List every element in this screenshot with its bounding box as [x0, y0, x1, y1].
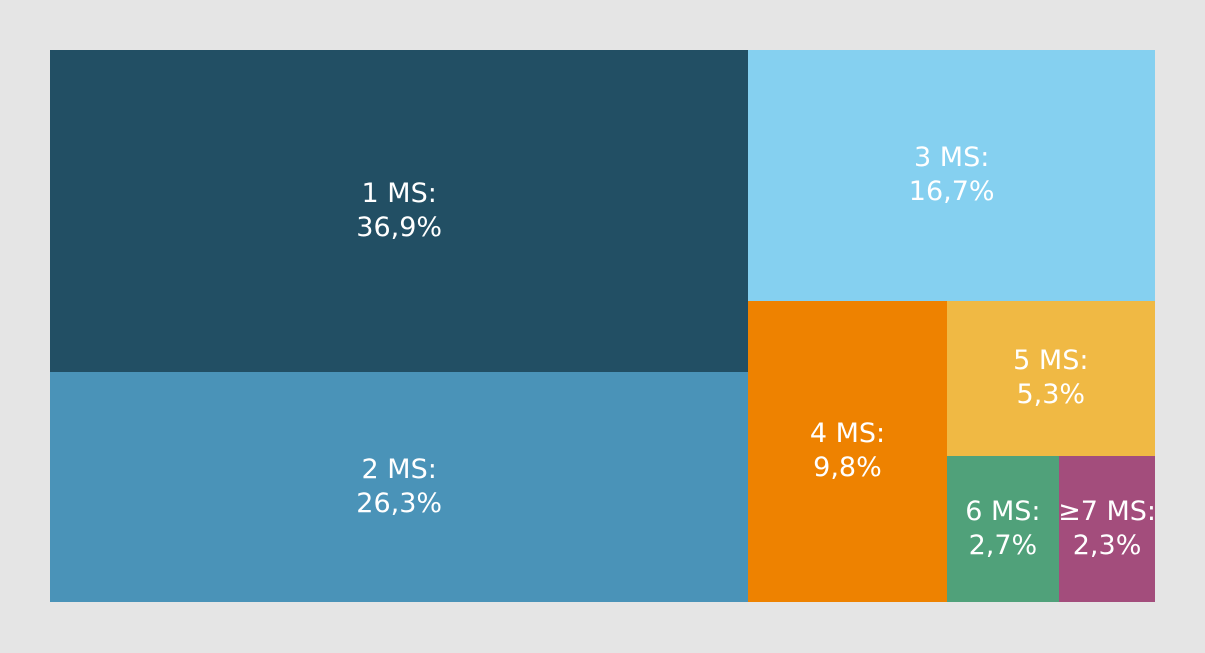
treemap-cell: 6 MS: 2,7%: [946, 455, 1060, 602]
cell-label: 2 MS:: [361, 454, 437, 486]
cell-label: 5 MS:: [1013, 345, 1089, 377]
cell-value: 26,3%: [356, 488, 443, 520]
treemap-cell: 3 MS: 16,7%: [748, 50, 1155, 301]
cell-value: 16,7%: [908, 176, 995, 208]
treemap-cell: 5 MS: 5,3%: [946, 300, 1155, 456]
treemap-cell: 2 MS: 26,3%: [50, 372, 749, 602]
cell-label: 3 MS:: [914, 142, 990, 174]
cell-value: 2,7%: [968, 529, 1038, 561]
cell-label: 1 MS:: [361, 178, 437, 210]
treemap-chart: 1 MS: 36,9% 2 MS: 26,3% 3 MS: 16,7% 4 MS: 9,8% 5…: [50, 50, 1157, 602]
cell-value: 5,3%: [1016, 379, 1086, 411]
treemap-cell: 1 MS: 36,9%: [50, 50, 749, 373]
cell-value: 9,8%: [813, 452, 882, 484]
cell-label: 4 MS:: [809, 418, 886, 450]
cell-value: 2,3%: [1072, 529, 1142, 561]
treemap-cell: ≥7 MS: 2,3%: [1058, 455, 1157, 602]
treemap-cell: 4 MS: 9,8%: [748, 300, 947, 602]
cell-value: 36,9%: [356, 212, 443, 244]
cell-label: ≥7 MS:: [1058, 495, 1157, 527]
cell-label: 6 MS:: [965, 495, 1041, 527]
